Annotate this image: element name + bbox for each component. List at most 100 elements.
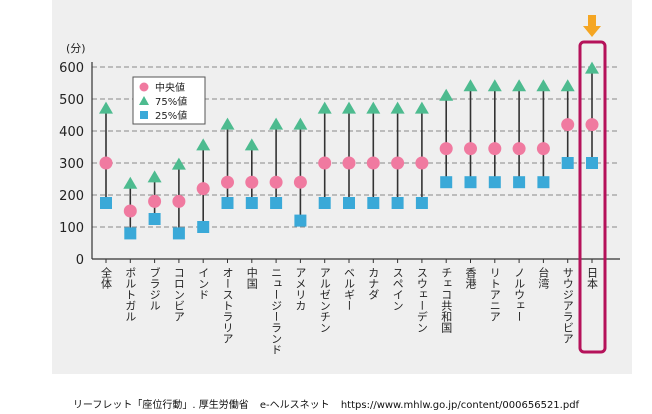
legend-25-marker xyxy=(140,111,148,119)
chart-panel xyxy=(52,0,632,374)
marker-75 xyxy=(560,79,575,92)
footer-site: e-ヘルスネット xyxy=(259,400,330,411)
y-tick-label: 400 xyxy=(59,125,84,140)
chart: (分) 0 100 200 300 400 500 600 全体 ポルトガル ブラジル コロンビア イン… xyxy=(59,15,620,355)
x-tick-label: ベルギー xyxy=(343,267,356,311)
marker-median xyxy=(123,204,137,218)
y-tick-label: 100 xyxy=(59,221,84,236)
x-tick-label: スウェーデン xyxy=(415,267,428,333)
marker-75 xyxy=(487,79,502,92)
x-tick-label: オーストラリア xyxy=(221,267,234,344)
marker-25 xyxy=(221,197,234,209)
marker-75 xyxy=(171,157,186,170)
marker-75 xyxy=(123,176,138,189)
marker-median xyxy=(536,142,550,156)
marker-75 xyxy=(269,117,284,130)
marker-75 xyxy=(463,79,478,92)
marker-75 xyxy=(317,101,332,114)
footer-url[interactable]: https://www.mhlw.go.jp/content/000656521… xyxy=(340,400,580,411)
legend-75-marker xyxy=(139,96,149,105)
x-tick-label: ポルトガル xyxy=(124,267,137,322)
marker-25 xyxy=(172,227,185,240)
x-tick-label: ノルウェー xyxy=(513,267,526,322)
x-tick-label: チェコ共和国 xyxy=(440,267,453,334)
highlight-box xyxy=(578,40,607,354)
marker-75 xyxy=(147,170,162,183)
y-tick-label: 600 xyxy=(59,61,84,76)
marker-25 xyxy=(270,197,283,209)
marker-25 xyxy=(318,197,331,209)
marker-median xyxy=(415,156,429,170)
marker-median xyxy=(366,156,380,170)
y-axis-label: (分) xyxy=(66,42,86,55)
legend-label: 25%値 xyxy=(155,109,187,122)
marker-25 xyxy=(537,176,550,189)
legend-label: 中央値 xyxy=(155,81,185,94)
x-tick-label: 全体 xyxy=(100,266,113,289)
source-footer: リーフレット「座位行動」. 厚生労働省 e-ヘルスネット https://www… xyxy=(0,396,652,411)
x-tick-label: 香港 xyxy=(464,267,477,289)
legend-label: 75%値 xyxy=(155,95,187,108)
marker-75 xyxy=(342,101,356,114)
marker-median xyxy=(439,142,453,156)
marker-median xyxy=(269,175,283,189)
x-tick-label: カナダ xyxy=(367,267,380,300)
x-tick-label: 日本 xyxy=(586,267,599,290)
marker-25 xyxy=(415,197,428,209)
marker-median xyxy=(391,156,405,170)
x-tick-label: リトアニア xyxy=(488,267,501,322)
marker-median xyxy=(148,194,162,208)
footer-source: リーフレット「座位行動」. 厚生労働省 xyxy=(72,400,249,411)
marker-75 xyxy=(390,101,405,114)
marker-median xyxy=(293,175,307,189)
marker-25 xyxy=(197,221,210,233)
marker-75 xyxy=(99,101,113,114)
marker-25 xyxy=(294,214,307,227)
marker-75 xyxy=(244,138,259,151)
marker-median xyxy=(488,142,502,156)
marker-median xyxy=(196,182,210,196)
marker-25 xyxy=(513,176,526,189)
marker-median xyxy=(245,175,259,189)
marker-25 xyxy=(586,157,598,169)
marker-25 xyxy=(245,197,258,209)
x-tick-label: インド xyxy=(197,267,210,300)
marker-25 xyxy=(391,197,404,209)
marker-75 xyxy=(293,117,308,130)
marker-25 xyxy=(100,197,112,209)
legend-median-marker xyxy=(139,82,149,92)
marker-median xyxy=(318,156,332,170)
marker-25 xyxy=(464,176,477,189)
marker-25 xyxy=(343,197,355,209)
marker-median xyxy=(561,118,575,132)
marker-25 xyxy=(561,157,574,169)
marker-25 xyxy=(148,213,161,225)
marker-75 xyxy=(512,79,527,92)
marker-median xyxy=(99,156,113,170)
marker-75 xyxy=(536,79,551,92)
marker-75 xyxy=(366,101,381,114)
marker-75 xyxy=(220,117,235,130)
marker-25 xyxy=(440,176,453,189)
y-tick-label: 200 xyxy=(59,189,84,204)
marker-75 xyxy=(414,101,429,114)
marker-median xyxy=(221,175,234,189)
x-tick-label: 中国 xyxy=(245,267,258,290)
marker-75 xyxy=(585,61,599,74)
marker-25 xyxy=(488,176,501,189)
marker-median xyxy=(172,194,186,208)
marker-median xyxy=(512,142,526,156)
marker-median xyxy=(342,156,356,170)
marker-75 xyxy=(196,138,211,151)
x-tick-label: サウジアラビア xyxy=(561,267,574,344)
highlight-arrow-icon xyxy=(583,15,601,37)
marker-25 xyxy=(124,227,137,240)
marker-median xyxy=(464,142,477,156)
y-tick-label: 0 xyxy=(76,253,84,268)
marker-median xyxy=(585,118,599,132)
x-tick-label: 台湾 xyxy=(537,266,550,290)
y-tick-label: 300 xyxy=(59,157,84,172)
x-tick-label: ブラジル xyxy=(148,266,161,311)
x-tick-label: スペイン xyxy=(391,267,404,311)
marker-75 xyxy=(439,88,454,101)
